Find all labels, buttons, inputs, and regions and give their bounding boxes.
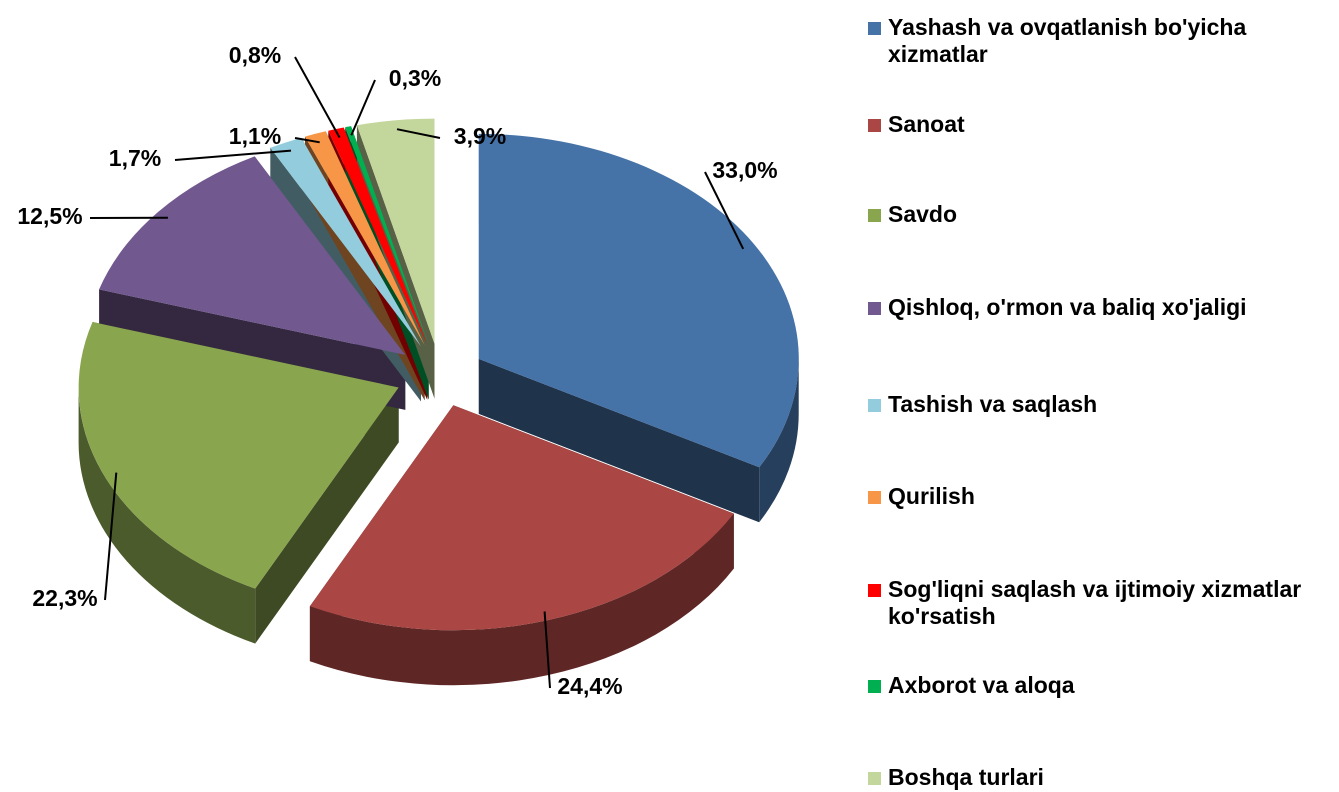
data-label: 3,9%: [454, 123, 506, 149]
legend-label: Qurilish: [888, 483, 975, 509]
legend-label: Boshqa turlari: [888, 764, 1044, 790]
legend-item: Savdo: [868, 201, 1339, 228]
data-label: 12,5%: [17, 203, 82, 229]
leader-line: [704, 171, 745, 250]
leader-line: [294, 137, 320, 144]
legend-label: Savdo: [888, 201, 958, 227]
slice: [309, 405, 734, 631]
legend-item: Tashish va saqlash: [868, 391, 1339, 418]
pie-area: 33,0% 24,4% 22,3% 12,5% 1,7% 1,1% 0,8% 0,3% 3,9%: [17, 42, 799, 699]
slice: [305, 131, 425, 346]
data-label: 22,3%: [32, 585, 97, 611]
slice: [356, 118, 435, 344]
slice-side: [78, 387, 256, 644]
legend-swatch: [868, 302, 881, 315]
slice: [478, 133, 799, 468]
leader-line: [396, 128, 441, 139]
slice-wall: [478, 358, 760, 523]
slice-wall: [356, 125, 435, 399]
legend-swatch: [868, 209, 881, 222]
legend-swatch: [868, 772, 881, 785]
data-label: 1,7%: [109, 145, 161, 171]
legend-swatch: [868, 119, 881, 132]
slice-side: [309, 513, 734, 686]
data-label: 0,3%: [389, 65, 441, 91]
slice: [99, 156, 406, 355]
leader-line: [104, 472, 118, 601]
data-label: 24,4%: [557, 673, 622, 699]
legend-label: Tashish va saqlash: [888, 391, 1098, 417]
legend-item: Yashash va ovqatlanish bo'yicha xizmatla…: [868, 14, 1339, 68]
leader-line: [294, 56, 341, 139]
legend-label: Sanoat: [888, 111, 965, 137]
slice: [270, 137, 421, 347]
data-label: 33,0%: [712, 157, 777, 183]
legend-swatch: [868, 491, 881, 504]
slice: [78, 322, 399, 589]
legend-swatch: [868, 680, 881, 693]
legend-label: Yashash va ovqatlanish bo'yicha xizmatla…: [888, 14, 1247, 67]
data-label: 0,8%: [229, 42, 281, 68]
legend-item: Axborot va aloqa: [868, 672, 1339, 699]
data-label: 1,1%: [229, 123, 281, 149]
leader-line: [543, 611, 551, 689]
legend-swatch: [868, 22, 881, 35]
legend-label: Qishloq, o'rmon va baliq xo'jaligi: [888, 294, 1247, 320]
legend-label: Sog'liqni saqlash va ijtimoiy xizmatlar …: [888, 576, 1302, 629]
legend-item: Qurilish: [868, 483, 1339, 510]
legend-item: Sanoat: [868, 111, 1339, 138]
leader-line: [350, 79, 376, 136]
slice-wall: [255, 387, 399, 644]
legend-swatch: [868, 584, 881, 597]
slice: [345, 126, 429, 345]
slice: [328, 127, 428, 345]
pie-tops: [78, 118, 799, 631]
legend-item: Boshqa turlari: [868, 764, 1339, 791]
legend-label: Axborot va aloqa: [888, 672, 1075, 698]
legend-item: Sog'liqni saqlash va ijtimoiy xizmatlar …: [868, 576, 1339, 630]
slice-side: [759, 358, 799, 523]
legend-item: Qishloq, o'rmon va baliq xo'jaligi: [868, 294, 1339, 321]
legend-swatch: [868, 399, 881, 412]
leader-line: [174, 149, 292, 161]
